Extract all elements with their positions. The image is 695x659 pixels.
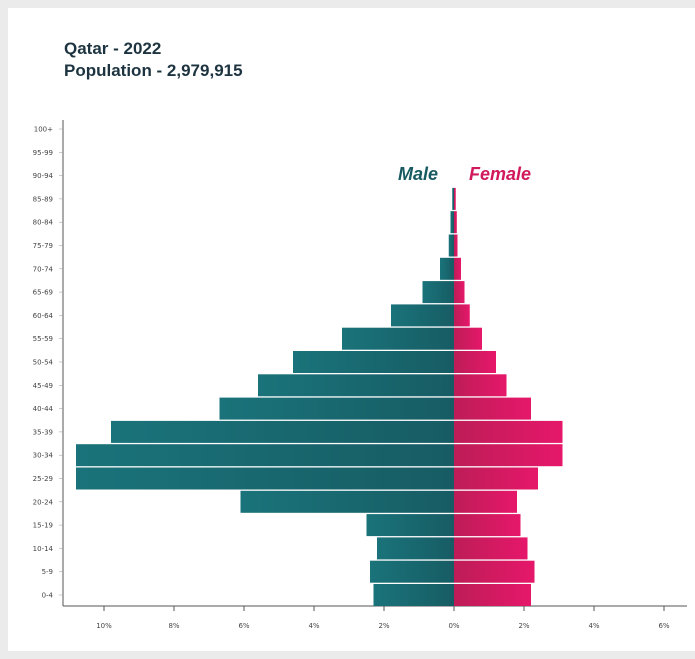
bar-female	[454, 420, 563, 443]
y-tick-label: 60-64	[33, 312, 54, 320]
y-tick-label: 35-39	[33, 428, 53, 436]
y-tick-label: 95-99	[33, 149, 53, 157]
y-tick-label: 70-74	[33, 265, 54, 273]
y-tick-label: 40-44	[33, 405, 54, 413]
chart-subtitle: Population - 2,979,915	[64, 61, 243, 80]
bar-female	[454, 211, 457, 234]
bar-male	[293, 351, 454, 373]
x-tick-label: 6%	[658, 622, 669, 630]
y-tick-label: 25-29	[33, 475, 53, 483]
bar-female	[454, 537, 528, 560]
bar-male	[240, 490, 454, 513]
bar-female	[454, 187, 456, 210]
axis-labels: 10% 8% 6% 4% 2% 0% 2% 4% 6% 0-4 5-9 10-14 15-19 20-24…	[33, 126, 670, 631]
bar-female	[454, 514, 521, 537]
y-tick-label: 5-9	[42, 568, 53, 576]
bar-female	[454, 327, 482, 350]
bar-female	[454, 560, 535, 583]
x-tick-label: 10%	[96, 622, 112, 630]
y-tick-label: 0-4	[42, 592, 54, 600]
x-tick-label: 6%	[238, 622, 249, 630]
y-tick-label: 45-49	[33, 382, 53, 390]
bar-male	[422, 281, 454, 304]
bar-female	[454, 584, 531, 606]
bar-female	[454, 444, 563, 467]
x-tick-label: 2%	[378, 622, 389, 630]
y-tick-label: 10-14	[33, 545, 54, 553]
bar-female	[454, 351, 496, 373]
bar-male	[366, 514, 454, 537]
y-tick-label: 15-19	[33, 522, 53, 530]
y-tick-label: 100+	[34, 126, 53, 134]
y-tick-label: 65-69	[33, 289, 53, 297]
y-tick-label: 85-89	[33, 195, 53, 203]
bar-male	[370, 560, 454, 583]
y-tick-label: 30-34	[33, 452, 54, 460]
bar-female	[454, 281, 465, 304]
bar-male	[76, 467, 454, 490]
chart-title: Qatar - 2022	[64, 39, 162, 58]
y-tick-label: 75-79	[33, 242, 53, 250]
bar-female	[454, 374, 507, 397]
bar-male	[342, 327, 454, 350]
bar-male	[258, 374, 454, 397]
y-tick-label: 20-24	[33, 498, 54, 506]
x-tick-label: 4%	[308, 622, 319, 630]
bar-male	[219, 397, 454, 420]
bar-male	[373, 584, 454, 606]
x-tick-label: 4%	[588, 622, 599, 630]
y-tick-label: 80-84	[33, 219, 54, 227]
bar-male	[391, 304, 454, 327]
bar-female	[454, 304, 470, 327]
legend-male: Male	[398, 164, 438, 184]
bar-female	[454, 257, 461, 280]
y-tick-label: 50-54	[33, 359, 54, 367]
bars	[76, 187, 563, 606]
bar-male	[377, 537, 454, 560]
bar-male	[450, 211, 454, 234]
bar-male	[440, 257, 454, 280]
chart-title-block: Qatar - 2022 Population - 2,979,915	[64, 38, 243, 82]
bar-female	[454, 490, 517, 513]
bar-male	[452, 187, 454, 210]
bar-male	[76, 444, 454, 467]
y-tick-label: 90-94	[33, 172, 54, 180]
bar-female	[454, 467, 538, 490]
y-tick-label: 55-59	[33, 335, 53, 343]
bar-male	[448, 234, 454, 257]
bar-female	[454, 234, 458, 257]
legend-female: Female	[469, 164, 531, 184]
x-tick-label: 8%	[168, 622, 179, 630]
x-tick-label: 2%	[518, 622, 529, 630]
x-tick-label: 0%	[448, 622, 459, 630]
bar-male	[111, 420, 454, 443]
bar-female	[454, 397, 531, 420]
